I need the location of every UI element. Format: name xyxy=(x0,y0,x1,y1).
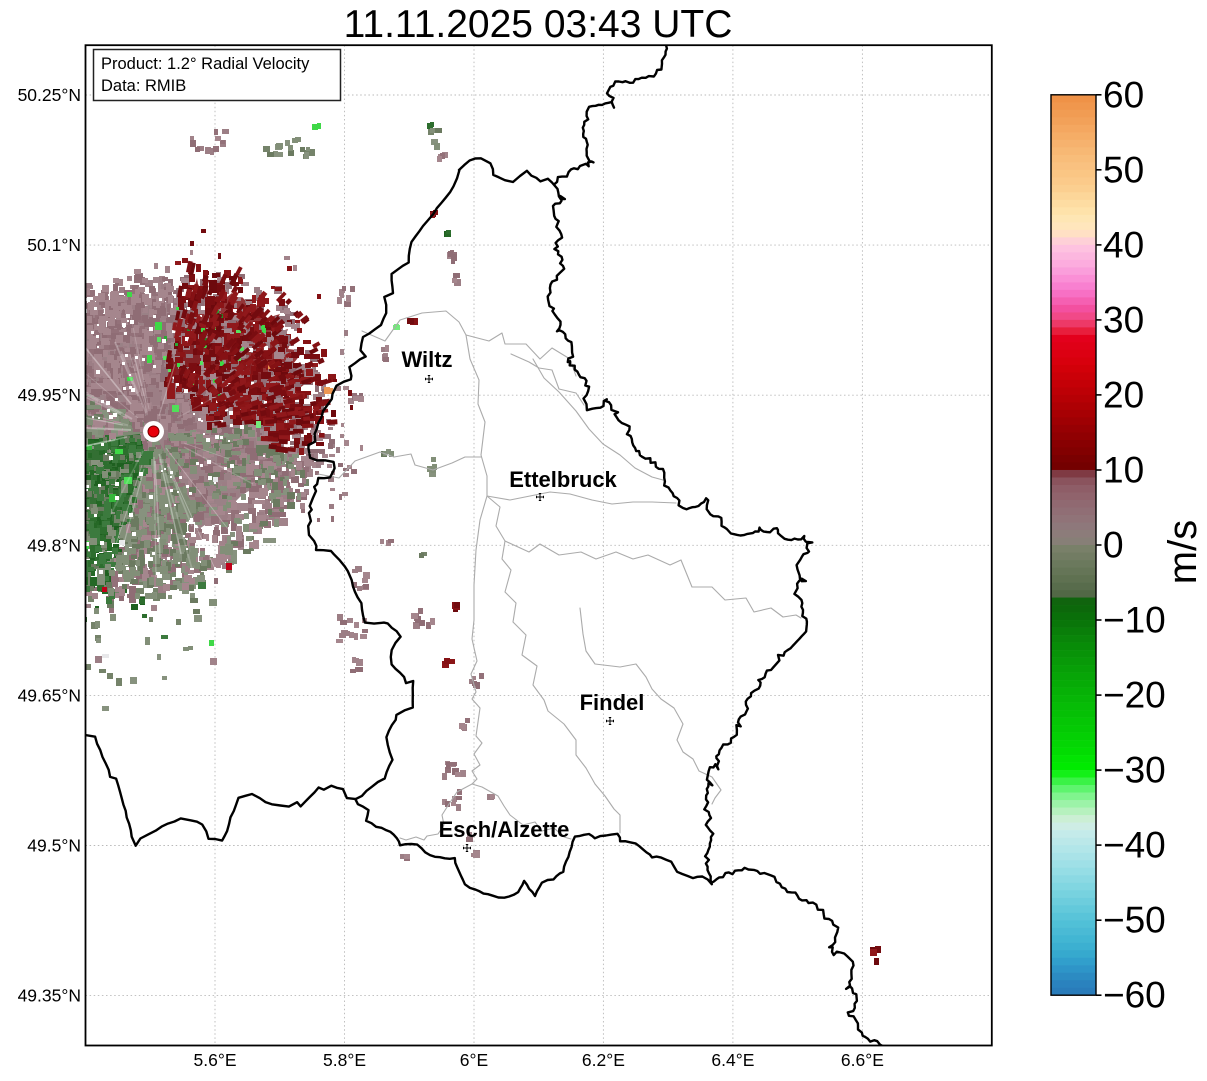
svg-text:Esch/Alzette: Esch/Alzette xyxy=(439,817,570,842)
svg-text:−20: −20 xyxy=(1103,675,1166,716)
svg-text:11.11.2025 03:43 UTC: 11.11.2025 03:43 UTC xyxy=(344,3,733,46)
svg-text:6.4°E: 6.4°E xyxy=(711,1050,754,1070)
svg-text:49.95°N: 49.95°N xyxy=(18,385,81,405)
svg-text:−60: −60 xyxy=(1103,975,1166,1016)
svg-text:50: 50 xyxy=(1103,149,1144,190)
svg-text:49.5°N: 49.5°N xyxy=(27,836,81,856)
svg-text:49.65°N: 49.65°N xyxy=(18,685,81,705)
svg-text:50.25°N: 50.25°N xyxy=(18,85,81,105)
svg-text:Product: 1.2° Radial Velocity: Product: 1.2° Radial Velocity xyxy=(101,55,310,73)
svg-text:5.8°E: 5.8°E xyxy=(323,1050,366,1070)
svg-text:20: 20 xyxy=(1103,374,1144,415)
svg-text:50.1°N: 50.1°N xyxy=(27,235,81,255)
svg-text:Ettelbruck: Ettelbruck xyxy=(509,467,617,492)
svg-text:6°E: 6°E xyxy=(460,1050,488,1070)
svg-text:60: 60 xyxy=(1103,74,1144,115)
svg-text:6.2°E: 6.2°E xyxy=(582,1050,625,1070)
svg-text:−10: −10 xyxy=(1103,600,1166,641)
svg-text:10: 10 xyxy=(1103,450,1144,491)
svg-text:Wiltz: Wiltz xyxy=(401,347,452,372)
svg-text:6.6°E: 6.6°E xyxy=(841,1050,884,1070)
svg-text:m/s: m/s xyxy=(1161,520,1205,584)
svg-text:5.6°E: 5.6°E xyxy=(194,1050,237,1070)
svg-text:Data: RMIB: Data: RMIB xyxy=(101,77,186,95)
svg-text:−30: −30 xyxy=(1103,750,1166,791)
svg-text:49.8°N: 49.8°N xyxy=(27,535,81,555)
svg-text:0: 0 xyxy=(1103,525,1124,566)
svg-text:49.35°N: 49.35°N xyxy=(18,986,81,1006)
svg-text:40: 40 xyxy=(1103,224,1144,265)
svg-text:30: 30 xyxy=(1103,299,1144,340)
svg-text:Findel: Findel xyxy=(580,690,645,715)
svg-text:−40: −40 xyxy=(1103,825,1166,866)
svg-text:−50: −50 xyxy=(1103,900,1166,941)
